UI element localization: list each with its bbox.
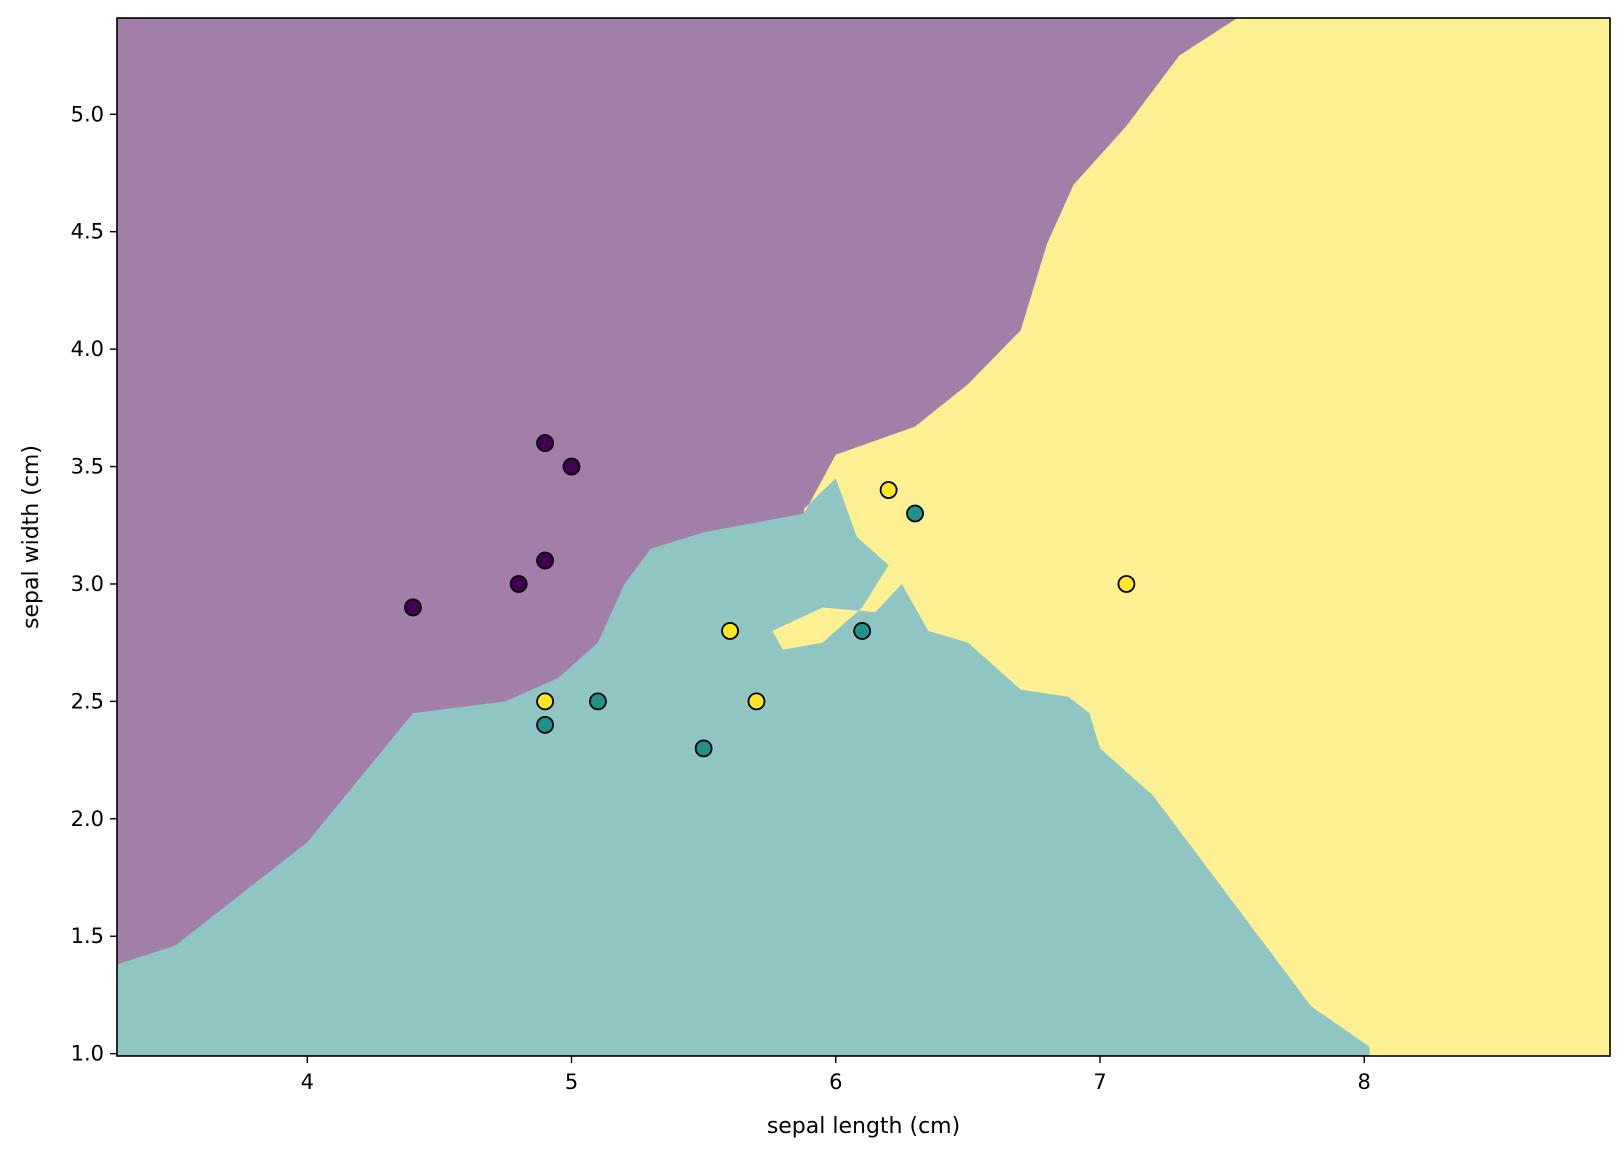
data-point-class_0-2 bbox=[536, 551, 554, 570]
data-point-class_2-2 bbox=[721, 622, 739, 640]
data-point-class_2-3 bbox=[536, 692, 554, 711]
data-point-class_0-0 bbox=[536, 434, 554, 452]
x-tick-label-4: 8 bbox=[1358, 1070, 1371, 1094]
data-point-class_2-4 bbox=[747, 692, 766, 711]
y-tick-label-3: 2.5 bbox=[71, 689, 104, 713]
data-points bbox=[404, 434, 1136, 758]
data-point-class_1-1 bbox=[853, 622, 872, 640]
y-tick-label-5: 3.5 bbox=[71, 455, 104, 479]
data-point-class_2-1 bbox=[1117, 575, 1136, 593]
x-tick-label-0: 4 bbox=[301, 1070, 314, 1094]
x-axis-ticks: 4 5 6 7 8 bbox=[301, 1056, 1371, 1094]
y-tick-label-6: 4.0 bbox=[71, 337, 104, 361]
data-point-class_0-4 bbox=[404, 598, 422, 617]
data-point-class_1-2 bbox=[589, 692, 607, 711]
y-tick-label-0: 1.0 bbox=[71, 1042, 104, 1066]
x-tick-label-3: 7 bbox=[1093, 1070, 1106, 1094]
y-tick-label-1: 1.5 bbox=[71, 924, 104, 948]
region-class-2 bbox=[772, 18, 1610, 1056]
plot-frame bbox=[116, 17, 1611, 1057]
x-axis-label: sepal length (cm) bbox=[767, 1114, 960, 1139]
x-tick-label-2: 6 bbox=[829, 1070, 842, 1094]
y-tick-label-8: 5.0 bbox=[71, 102, 104, 126]
y-tick-label-4: 3.0 bbox=[71, 572, 104, 596]
data-point-class_0-3 bbox=[509, 575, 528, 593]
data-point-class_0-1 bbox=[562, 457, 581, 476]
decision-regions bbox=[117, 18, 1610, 1056]
data-point-class_1-3 bbox=[536, 715, 554, 734]
y-axis-label: sepal width (cm) bbox=[19, 445, 44, 629]
y-tick-label-2: 2.0 bbox=[71, 807, 104, 831]
y-axis-ticks: 1.0 1.5 2.0 2.5 3.0 3.5 4.0 4.5 5.0 bbox=[71, 102, 117, 1066]
data-point-class_1-4 bbox=[694, 739, 713, 758]
data-point-class_1-0 bbox=[906, 504, 924, 523]
y-tick-label-7: 4.5 bbox=[71, 220, 104, 244]
x-tick-label-1: 5 bbox=[565, 1070, 578, 1094]
data-point-class_2-0 bbox=[879, 481, 898, 499]
region-class-0 bbox=[117, 18, 1238, 965]
